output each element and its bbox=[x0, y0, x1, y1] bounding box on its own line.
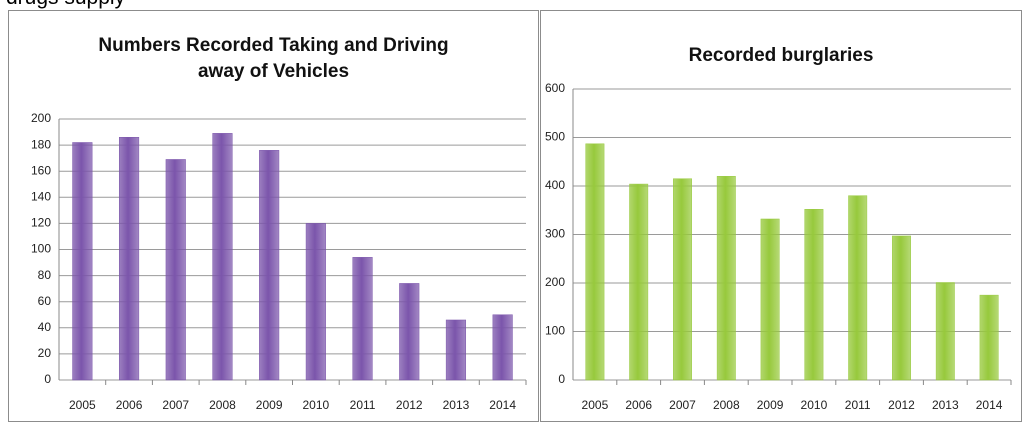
bar bbox=[716, 176, 736, 381]
x-tick-label: 2005 bbox=[582, 398, 609, 412]
bar bbox=[399, 283, 420, 381]
y-tick-label: 600 bbox=[545, 81, 565, 95]
chart: 0 20 40 60 80 100 120 140 160 180 200 2005 2006 2007 2… bbox=[31, 111, 527, 412]
bar bbox=[72, 142, 93, 381]
bar bbox=[935, 282, 955, 381]
y-tick-label: 100 bbox=[545, 324, 565, 338]
bar bbox=[629, 183, 649, 381]
y-tick-label: 20 bbox=[38, 346, 52, 360]
bar bbox=[848, 195, 868, 381]
x-tick-label: 2007 bbox=[669, 398, 696, 412]
x-tick-label: 2009 bbox=[256, 398, 283, 412]
x-tick-label: 2010 bbox=[302, 398, 329, 412]
chart-title: Recorded burglaries bbox=[688, 45, 874, 66]
x-tick-label: 2006 bbox=[625, 398, 652, 412]
bar bbox=[445, 319, 467, 381]
bar bbox=[165, 159, 186, 381]
bar bbox=[760, 218, 780, 381]
bar bbox=[212, 133, 233, 381]
x-tick-label: 2012 bbox=[396, 398, 423, 412]
y-tick-label: 0 bbox=[44, 372, 51, 386]
chart-box: Numbers Recorded Taking and Driving away… bbox=[8, 10, 539, 422]
y-tick-label: 140 bbox=[31, 189, 51, 203]
y-tick-label: 100 bbox=[31, 242, 51, 256]
y-tick-label: 200 bbox=[545, 275, 565, 289]
y-tick-label: 160 bbox=[31, 163, 51, 177]
x-tick-label: 2013 bbox=[932, 398, 959, 412]
x-tick-label: 2014 bbox=[976, 398, 1003, 412]
y-tick-label: 120 bbox=[31, 216, 51, 230]
x-tick-label: 2012 bbox=[888, 398, 915, 412]
x-tick-label: 2014 bbox=[489, 398, 516, 412]
x-tick-label: 2008 bbox=[713, 398, 740, 412]
bar bbox=[352, 257, 373, 381]
y-tick-label: 200 bbox=[31, 111, 51, 125]
bar bbox=[118, 137, 140, 381]
x-tick-label: 2010 bbox=[801, 398, 828, 412]
y-tick-label: 500 bbox=[545, 130, 565, 144]
bar bbox=[259, 150, 280, 381]
bar bbox=[585, 143, 605, 381]
bar bbox=[804, 209, 824, 381]
x-tick-label: 2006 bbox=[116, 398, 143, 412]
bar bbox=[673, 178, 692, 381]
chart-title: Numbers Recorded Taking and Driving away… bbox=[98, 35, 449, 82]
y-tick-label: 0 bbox=[558, 372, 565, 386]
x-tick-label: 2009 bbox=[757, 398, 784, 412]
x-tick-label: 2008 bbox=[209, 398, 236, 412]
x-tick-label: 2005 bbox=[69, 398, 96, 412]
y-tick-label: 80 bbox=[38, 268, 52, 282]
y-tick-label: 400 bbox=[545, 178, 565, 192]
y-tick-label: 40 bbox=[38, 320, 52, 334]
y-tick-label: 180 bbox=[31, 137, 51, 151]
bar bbox=[892, 235, 911, 381]
chart-box: Recorded burglaries 0 100 200 300 400 500 600 2… bbox=[540, 10, 1022, 422]
bar bbox=[305, 223, 326, 381]
y-tick-label: 300 bbox=[545, 227, 565, 241]
x-tick-label: 2007 bbox=[162, 398, 189, 412]
bar bbox=[492, 314, 513, 381]
x-tick-label: 2011 bbox=[845, 398, 871, 412]
x-tick-label: 2013 bbox=[443, 398, 470, 412]
bar bbox=[979, 294, 999, 381]
y-tick-label: 60 bbox=[38, 294, 52, 308]
caption: drugs supply bbox=[6, 0, 125, 10]
x-tick-label: 2011 bbox=[350, 398, 376, 412]
chart: 0 100 200 300 400 500 600 2005 2006 2007 2008 2009 2… bbox=[545, 81, 1012, 412]
